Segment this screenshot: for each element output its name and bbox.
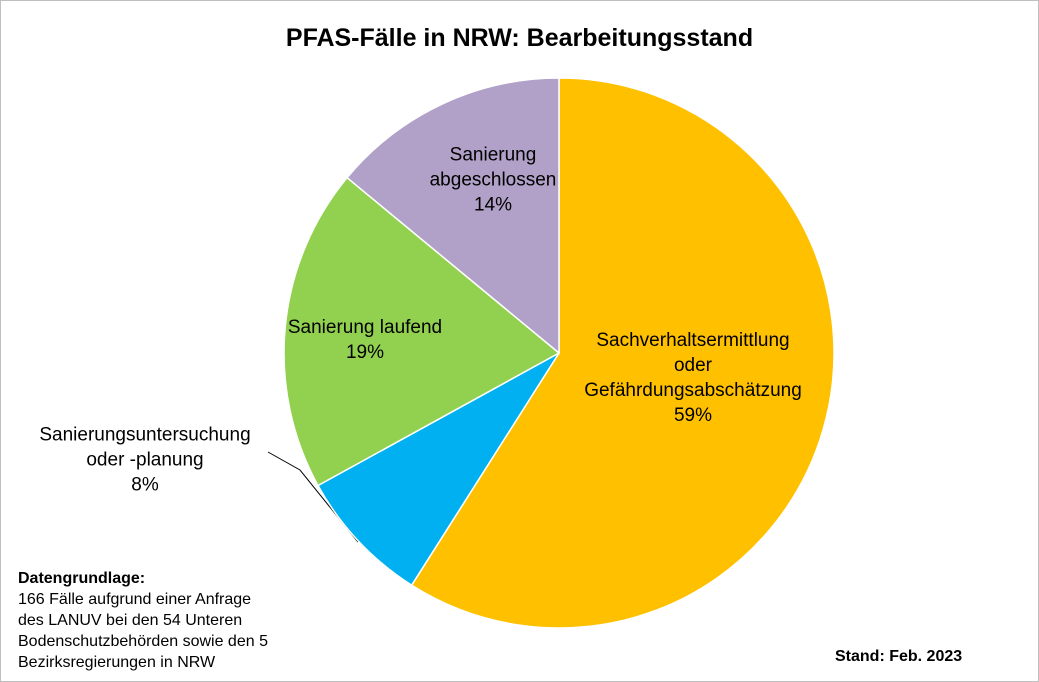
pie-slice bbox=[346, 77, 560, 355]
note-text: 166 Fälle aufgrund einer Anfrage des LAN… bbox=[18, 591, 268, 671]
slice-label: Sanierung abgeschlossen 14% bbox=[430, 143, 557, 218]
slice-category: Sanierung laufend bbox=[287, 317, 443, 338]
note-title: Datengrundlage: bbox=[18, 570, 146, 587]
slice-label: Sanierungsuntersuchung oder -planung 8% bbox=[39, 423, 250, 498]
date-note: Stand: Feb. 2023 bbox=[835, 648, 963, 665]
slice-category: Sanierung abgeschlossen bbox=[429, 144, 557, 191]
chart-title: PFAS-Fälle in NRW: Bearbeitungsstand bbox=[285, 24, 754, 52]
slice-label: Sanierung laufend 19% bbox=[288, 315, 442, 365]
slice-category: Sanierungsuntersuchung oder -planung bbox=[39, 424, 251, 471]
pie-slice bbox=[316, 352, 560, 587]
slice-value: 59% bbox=[673, 405, 713, 426]
slice-label: Sachverhaltsermittlung oder Gefährdungsa… bbox=[584, 328, 802, 428]
pie-slice bbox=[283, 176, 561, 487]
pie-slice bbox=[410, 77, 835, 629]
slice-value: 14% bbox=[473, 194, 513, 216]
slice-value: 8% bbox=[131, 474, 159, 496]
slice-value: 19% bbox=[345, 342, 385, 363]
slice-category: Sachverhaltsermittlung oder Gefährdungsa… bbox=[584, 330, 802, 401]
note: Datengrundlage: 166 Fälle aufgrund einer… bbox=[18, 568, 268, 673]
